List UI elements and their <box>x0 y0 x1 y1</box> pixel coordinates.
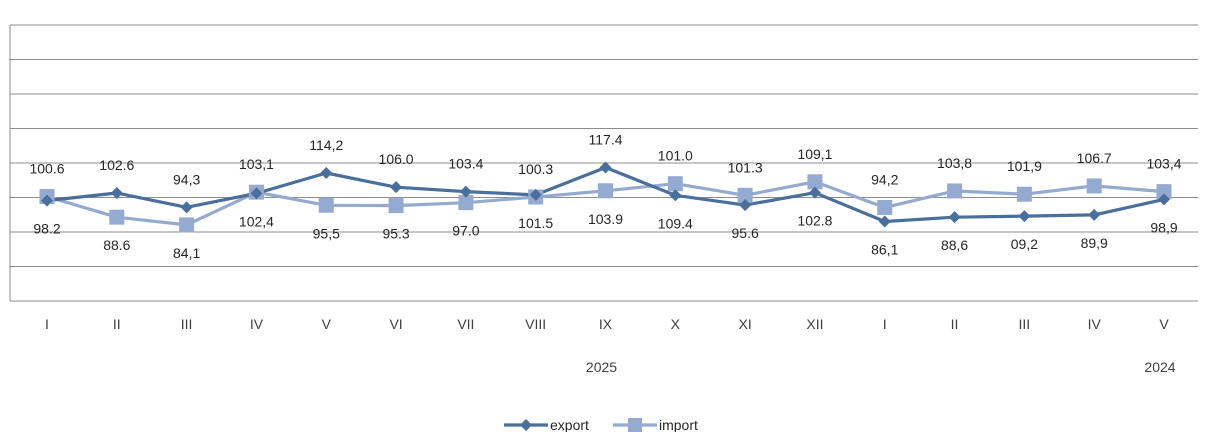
data-label-export: 102.8 <box>797 213 832 229</box>
data-label-import: 101.0 <box>658 148 693 164</box>
marker-import <box>598 183 613 199</box>
data-label-export: 95.6 <box>732 225 759 241</box>
data-label-export: 117.4 <box>589 131 623 147</box>
data-label-import: 103,1 <box>239 156 274 172</box>
data-label-import: 101,9 <box>1007 158 1042 174</box>
marker-import <box>1156 184 1172 200</box>
data-label-export: 94,3 <box>173 171 200 187</box>
marker-export <box>878 215 891 228</box>
marker-import <box>947 183 963 199</box>
data-label-import: 106.7 <box>1077 150 1112 166</box>
data-label-export: 09,2 <box>1011 236 1038 252</box>
marker-export <box>390 181 403 194</box>
marker-import <box>667 176 683 192</box>
year-label: 2024 <box>1144 359 1175 375</box>
legend: export import <box>504 417 698 432</box>
data-label-import: 94,2 <box>871 172 898 188</box>
legend-marker-export <box>520 419 532 431</box>
data-label-import: 95.3 <box>382 226 409 242</box>
x-tick-label: VI <box>389 316 402 332</box>
marker-export <box>459 185 472 198</box>
x-tick-label: I <box>883 316 887 332</box>
marker-export <box>948 211 961 224</box>
marker-export <box>110 187 123 200</box>
marker-import <box>1086 178 1102 194</box>
x-tick-label: III <box>181 316 193 332</box>
data-label-import: 103,8 <box>937 155 972 171</box>
marker-export <box>739 199 752 212</box>
data-label-import: 103,4 <box>1146 156 1181 172</box>
marker-import <box>737 187 753 203</box>
marker-import <box>109 209 125 225</box>
marker-export <box>250 187 263 200</box>
year-label: 2025 <box>586 359 617 375</box>
marker-import <box>388 198 404 214</box>
data-label-export: 103.4 <box>448 156 483 172</box>
data-label-import: 101.3 <box>728 159 763 175</box>
data-label-export: 98.2 <box>33 221 60 237</box>
marker-import <box>318 197 334 213</box>
data-label-export: 109.4 <box>658 215 693 231</box>
series-markers <box>39 161 1172 233</box>
x-tick-label: XI <box>739 316 752 332</box>
marker-export <box>1088 208 1101 221</box>
marker-import <box>877 200 893 216</box>
marker-import <box>1016 186 1032 202</box>
legend-marker-import <box>628 418 642 432</box>
data-label-import: 100.3 <box>518 161 553 177</box>
x-tick-label: II <box>113 316 121 332</box>
x-tick-label: V <box>1159 316 1169 332</box>
data-label-export: 114,2 <box>309 137 343 153</box>
marker-import <box>807 174 823 190</box>
x-tick-label: X <box>671 316 681 332</box>
x-tick-label: IV <box>250 316 264 332</box>
x-tick-label: XII <box>806 316 823 332</box>
x-tick-label: VII <box>457 316 474 332</box>
data-label-export: 98,9 <box>1150 219 1177 235</box>
data-label-import: 84,1 <box>173 245 200 261</box>
data-label-export: 89,9 <box>1081 235 1108 251</box>
data-label-import: 97.0 <box>452 223 479 239</box>
marker-export <box>41 194 53 207</box>
data-label-export: 88,6 <box>941 237 968 253</box>
x-tick-label: III <box>1019 316 1031 332</box>
data-label-export: 102,4 <box>239 213 274 229</box>
marker-import <box>458 195 474 211</box>
data-label-export: 102.6 <box>99 157 134 173</box>
marker-export <box>180 201 193 214</box>
x-tick-label: IV <box>1088 316 1102 332</box>
x-tick-label: VIII <box>525 316 546 332</box>
marker-import <box>179 217 195 233</box>
x-tick-label: I <box>45 316 49 332</box>
marker-export <box>529 188 542 201</box>
legend-label-export: export <box>550 417 589 432</box>
x-tick-label: IX <box>599 316 613 332</box>
data-label-export: 106.0 <box>379 151 414 167</box>
marker-export <box>1158 193 1170 206</box>
data-label-import: 109,1 <box>797 146 832 162</box>
data-label-export: 86,1 <box>871 241 898 257</box>
data-label-import: 95,5 <box>313 225 340 241</box>
marker-export <box>599 161 612 174</box>
data-label-import: 88.6 <box>103 237 130 253</box>
x-tick-label: II <box>951 316 959 332</box>
marker-export <box>669 189 682 202</box>
data-labels: 98.2 102.6 94,3 102,4 114,2 106.0 103.4 101.5 11… <box>29 131 1181 260</box>
x-tick-label: V <box>322 316 332 332</box>
data-label-import: 100.6 <box>29 160 64 176</box>
marker-export <box>320 167 333 180</box>
legend-label-import: import <box>659 417 698 432</box>
grid-lines <box>9 24 1198 302</box>
data-label-import: 103.9 <box>588 211 623 227</box>
data-label-export: 101.5 <box>518 215 553 231</box>
marker-export <box>808 186 821 199</box>
marker-export <box>1018 210 1031 223</box>
